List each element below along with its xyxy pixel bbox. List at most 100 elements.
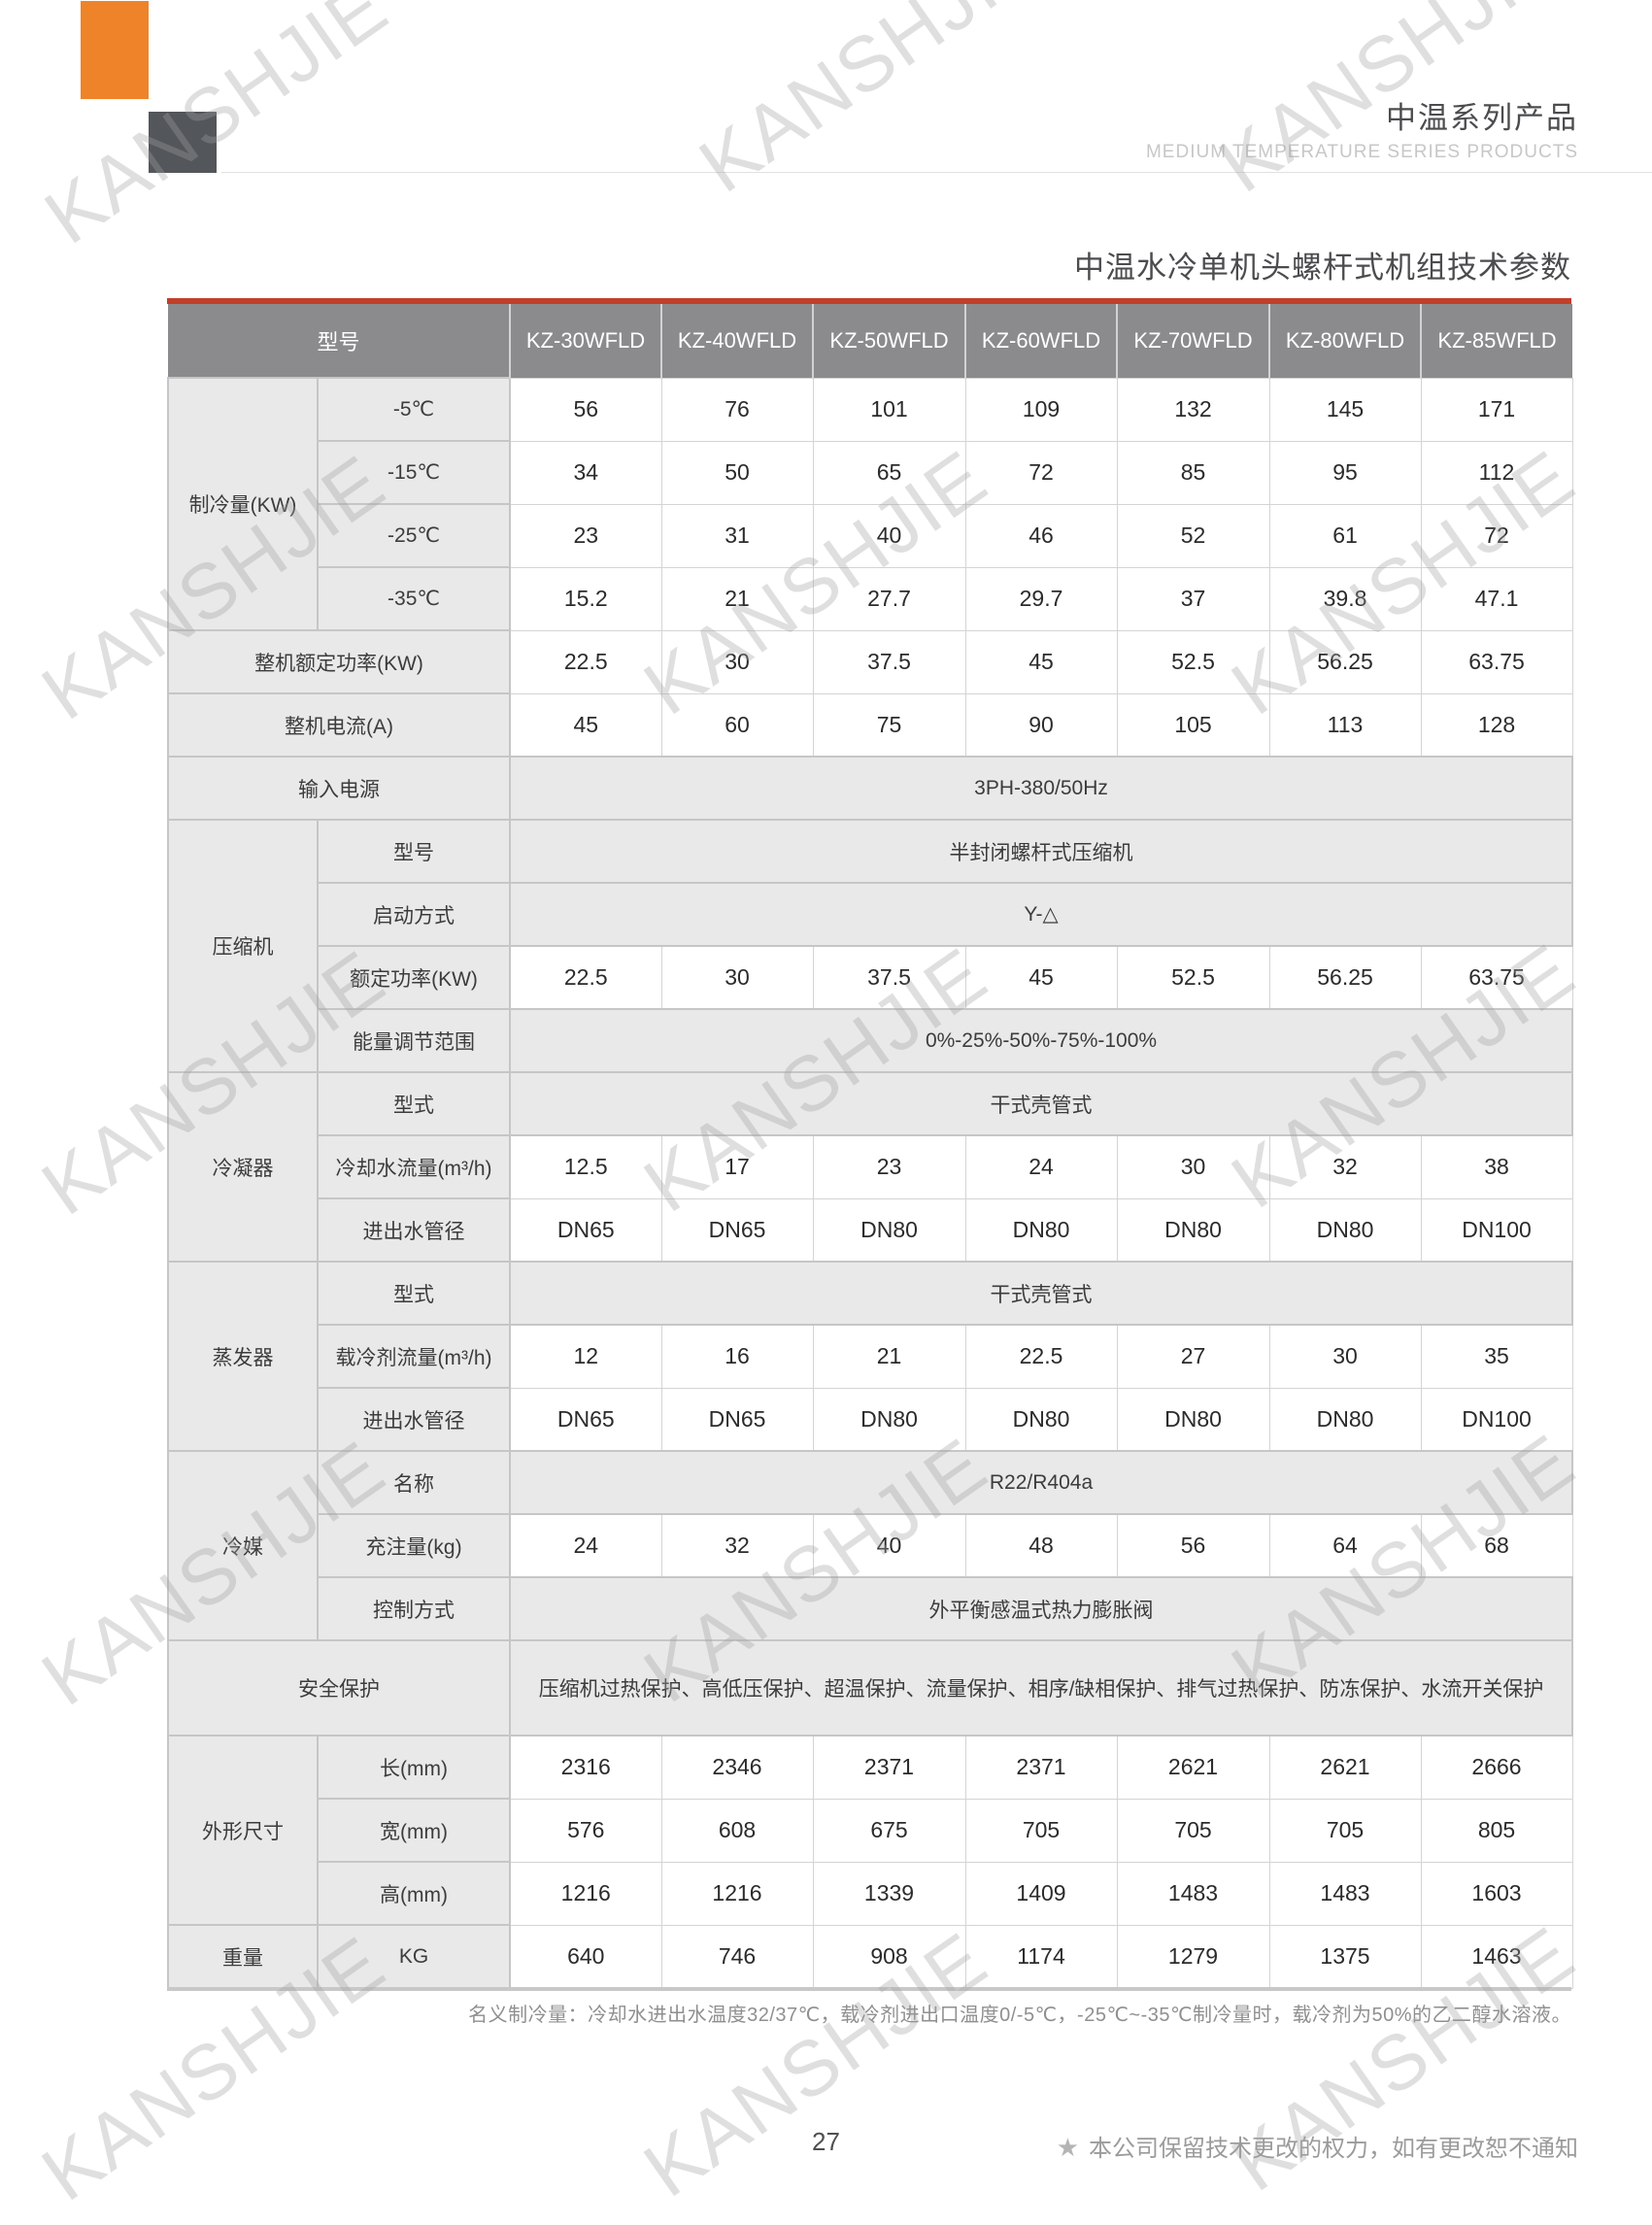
row-group-label: 压缩机 (167, 819, 319, 1073)
footer-disclaimer-text: 本公司保留技术更改的权力，如有更改恕不通知 (1089, 2136, 1578, 2162)
value-cell: 132 (1116, 377, 1270, 442)
row-label: 输入电源 (166, 756, 512, 821)
value-cell: 24 (964, 1134, 1118, 1199)
row-label: -15℃ (316, 440, 512, 505)
merged-value-cell: 压缩机过热保护、高低压保护、超温保护、流量保护、相序/缺相保护、排气过热保护、防… (509, 1639, 1574, 1736)
star-icon: ★ (1056, 2133, 1079, 2162)
row-label: 宽(mm) (316, 1798, 512, 1863)
value-cell: 52.5 (1116, 945, 1270, 1010)
value-cell: 30 (1116, 1134, 1270, 1199)
header-cell-kz-85wfld: KZ-85WFLD (1420, 304, 1573, 378)
table-row: 安全保护 压缩机过热保护、高低压保护、超温保护、流量保护、相序/缺相保护、排气过热… (166, 1639, 1574, 1736)
series-title-en: MEDIUM TEMPERATURE SERIES PRODUCTS (1145, 142, 1578, 162)
value-cell: 12.5 (509, 1134, 662, 1199)
header-cell-kz-80wfld: KZ-80WFLD (1268, 304, 1422, 378)
value-cell: 85 (1116, 440, 1270, 505)
value-cell: 40 (812, 1513, 966, 1578)
value-cell: 675 (812, 1798, 966, 1863)
row-group-label: 外形尺寸 (167, 1735, 319, 1926)
header-cell-kz-40wfld: KZ-40WFLD (660, 304, 814, 378)
table-row: 载冷剂流量(m³/h) 12 16 21 22.5 27 30 35 (168, 1324, 1573, 1389)
value-cell: 35 (1420, 1324, 1573, 1389)
table-row: -25℃ 23 31 40 46 52 61 72 (168, 503, 1573, 568)
value-cell: 15.2 (509, 566, 662, 631)
value-cell: 30 (660, 945, 814, 1010)
table-row: 充注量(kg) 24 32 40 48 56 64 68 (168, 1513, 1573, 1578)
value-cell: 45 (509, 692, 662, 758)
row-label: KG (316, 1924, 512, 1989)
value-cell: DN65 (509, 1197, 662, 1263)
value-cell: 63.75 (1420, 945, 1573, 1010)
row-label: -5℃ (316, 377, 512, 442)
value-cell: 2371 (964, 1735, 1118, 1800)
value-cell: 2621 (1116, 1735, 1270, 1800)
page-number: 27 (812, 2127, 840, 2156)
row-label: 控制方式 (316, 1576, 512, 1641)
value-cell: 39.8 (1268, 566, 1422, 631)
value-cell: 1279 (1116, 1924, 1270, 1989)
spec-table-container: 型号 KZ-30WFLD KZ-40WFLD KZ-50WFLD KZ-60WFLD KZ… (166, 304, 1574, 1989)
value-cell: 576 (509, 1798, 662, 1863)
table-header-row: 型号 KZ-30WFLD KZ-40WFLD KZ-50WFLD KZ-60WFLD KZ… (168, 304, 1573, 378)
table-row: 冷却水流量(m³/h) 12.5 17 23 24 30 32 38 (168, 1134, 1573, 1199)
value-cell: 37.5 (812, 945, 966, 1010)
value-cell: 76 (660, 377, 814, 442)
value-cell: 1603 (1420, 1861, 1573, 1926)
value-cell: 746 (660, 1924, 814, 1989)
merged-value-cell: R22/R404a (509, 1450, 1574, 1515)
value-cell: 24 (509, 1513, 662, 1578)
value-cell: DN80 (812, 1197, 966, 1263)
merged-value-cell: 半封闭螺杆式压缩机 (509, 819, 1574, 884)
value-cell: 47.1 (1420, 566, 1573, 631)
value-cell: DN80 (1268, 1197, 1422, 1263)
merged-value-cell: 外平衡感温式热力膨胀阀 (509, 1576, 1574, 1641)
row-label: 整机电流(A) (166, 692, 512, 758)
page-title: 中温水冷单机头螺杆式机组技术参数 (1074, 251, 1571, 285)
row-label: -25℃ (316, 503, 512, 568)
footer-disclaimer: ★ 本公司保留技术更改的权力，如有更改恕不通知 (1057, 2129, 1578, 2163)
row-label: 高(mm) (316, 1861, 512, 1926)
value-cell: 27.7 (812, 566, 966, 631)
value-cell: 27 (1116, 1324, 1270, 1389)
header-cell-model: 型号 (168, 304, 511, 378)
value-cell: 608 (660, 1798, 814, 1863)
table-row: 启动方式 Y-△ (168, 882, 1574, 947)
table-row: 重量 KG 640 746 908 1174 1279 1375 1463 (167, 1924, 1573, 1989)
value-cell: 72 (1420, 503, 1573, 568)
table-row: 冷媒 名称 R22/R404a (167, 1450, 1574, 1641)
row-label: 能量调节范围 (316, 1008, 512, 1073)
value-cell: 23 (509, 503, 662, 568)
value-cell: 56 (1116, 1513, 1270, 1578)
row-group-label: 重量 (167, 1924, 319, 1989)
value-cell: 46 (964, 503, 1118, 568)
table-row: -35℃ 15.2 21 27.7 29.7 37 39.8 47.1 (168, 566, 1573, 631)
value-cell: 29.7 (964, 566, 1118, 631)
value-cell: 1174 (964, 1924, 1118, 1989)
value-cell: 45 (964, 629, 1118, 694)
spec-table: 型号 KZ-30WFLD KZ-40WFLD KZ-50WFLD KZ-60WFLD KZ… (166, 304, 1574, 1989)
value-cell: 2316 (509, 1735, 662, 1800)
row-label: -35℃ (316, 566, 512, 631)
value-cell: 56 (509, 377, 662, 442)
value-cell: 2621 (1268, 1735, 1422, 1800)
value-cell: DN80 (1268, 1387, 1422, 1452)
value-cell: 37.5 (812, 629, 966, 694)
row-label: 冷却水流量(m³/h) (316, 1134, 512, 1199)
value-cell: 1463 (1420, 1924, 1573, 1989)
table-row: -15℃ 34 50 65 72 85 95 112 (168, 440, 1573, 505)
value-cell: 16 (660, 1324, 814, 1389)
value-cell: 45 (964, 945, 1118, 1010)
value-cell: 705 (1268, 1798, 1422, 1863)
row-label: 长(mm) (316, 1735, 512, 1800)
value-cell: 64 (1268, 1513, 1422, 1578)
value-cell: 2666 (1420, 1735, 1573, 1800)
value-cell: 1339 (812, 1861, 966, 1926)
row-label: 启动方式 (316, 882, 512, 947)
value-cell: 90 (964, 692, 1118, 758)
value-cell: 56.25 (1268, 945, 1422, 1010)
value-cell: 1216 (660, 1861, 814, 1926)
header-divider-line (221, 172, 1652, 173)
value-cell: 2371 (812, 1735, 966, 1800)
row-label: 载冷剂流量(m³/h) (316, 1324, 512, 1389)
